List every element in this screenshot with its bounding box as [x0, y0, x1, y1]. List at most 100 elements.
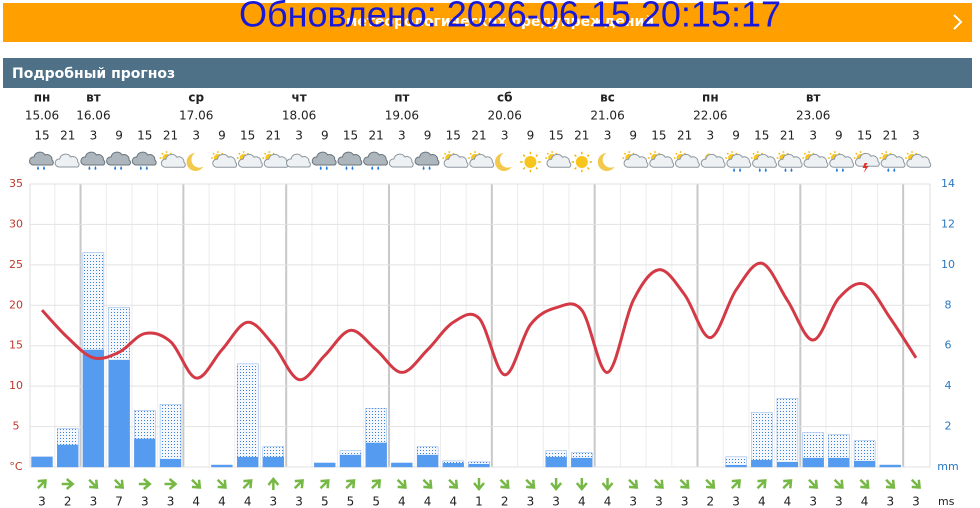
precip-bar — [391, 462, 413, 467]
weather-icon — [131, 151, 157, 170]
hour-label: 15 — [857, 129, 872, 143]
wind-arrow — [859, 478, 870, 489]
weather-icon — [725, 151, 752, 172]
hour-label: 9 — [732, 129, 740, 143]
cloud — [880, 153, 906, 168]
cloud — [80, 151, 106, 166]
y2-tick-label: 12 — [941, 217, 955, 230]
weather-icon — [776, 151, 803, 172]
wind-arrow — [267, 477, 280, 490]
precip-bar — [725, 464, 747, 467]
cloud — [829, 153, 855, 168]
y-tick-label: 30 — [9, 217, 23, 230]
wind-speed: 2 — [707, 495, 715, 508]
weather-icon — [905, 151, 932, 168]
weather-icon — [414, 151, 440, 170]
weather-icon — [750, 151, 777, 172]
wind-arrow — [319, 479, 330, 490]
wind-arrow — [550, 478, 563, 491]
wind-speed: 3 — [90, 495, 98, 508]
precip-max-bar — [236, 363, 259, 468]
day-date: 15.06 — [25, 109, 59, 123]
precip-bar — [237, 456, 259, 467]
sun — [524, 156, 537, 168]
sun — [575, 156, 588, 168]
chevron[interactable] — [953, 14, 963, 30]
rain-drop — [120, 166, 123, 170]
day-date: 17.06 — [179, 109, 213, 123]
hour-label: 21 — [471, 129, 486, 143]
cloud — [106, 151, 131, 166]
hour-label: 9 — [835, 129, 843, 143]
day-name: пт — [394, 91, 409, 105]
wind-speed: 7 — [115, 495, 123, 508]
wind-arrow — [730, 479, 741, 490]
hour-label: 15 — [754, 129, 769, 143]
hour-label: 3 — [398, 129, 406, 143]
hour-label: 15 — [137, 129, 152, 143]
cloud — [388, 153, 414, 168]
temperature-line — [40, 261, 918, 382]
cloud — [777, 153, 803, 168]
rain-drop — [784, 168, 787, 172]
wind-arrow — [808, 478, 819, 489]
sun-ray — [522, 166, 526, 170]
wind-arrow — [473, 478, 485, 491]
day-date: 22.06 — [693, 109, 727, 123]
wind-arrow — [113, 478, 125, 489]
precip-bar — [82, 349, 104, 467]
precip-bar — [879, 464, 901, 467]
rain-drop — [88, 166, 91, 170]
wind-arrow — [679, 478, 690, 489]
hour-label: 3 — [604, 129, 612, 143]
wind-arrow — [499, 478, 510, 489]
sun-ray — [238, 152, 241, 155]
sun-ray — [623, 152, 627, 155]
wind-arrow — [191, 478, 202, 489]
wind-speed: 3 — [552, 495, 560, 508]
wind-speed: 3 — [835, 495, 843, 508]
precip-max-bar — [159, 404, 182, 468]
precip-max-bar — [776, 398, 799, 468]
wind-speed: 5 — [321, 495, 329, 508]
sun-ray — [726, 152, 729, 155]
weather-icon — [363, 151, 388, 170]
precip-bar — [751, 459, 773, 467]
rain-drop — [94, 166, 97, 170]
wind-speed: 4 — [604, 495, 612, 508]
hour-label: 3 — [501, 129, 509, 143]
cloud — [803, 153, 829, 168]
moon — [495, 153, 512, 171]
rain-drop — [351, 166, 354, 170]
wind-arrow — [653, 478, 664, 489]
weather-icon — [262, 151, 289, 168]
header-bar — [3, 58, 972, 88]
wind-arrow — [756, 479, 767, 490]
header-title: Подробный прогноз — [12, 66, 175, 82]
wind-arrow — [782, 479, 793, 490]
wind-speed: 3 — [295, 495, 303, 508]
hour-label: 9 — [115, 129, 123, 143]
wind-speed: 4 — [398, 495, 406, 508]
wind-speed: 4 — [861, 495, 869, 508]
wind-speed: 3 — [655, 495, 663, 508]
wind-speed: 3 — [886, 495, 894, 508]
weather-icon — [286, 153, 311, 168]
day-date: 19.06 — [385, 109, 419, 123]
banner[interactable] — [3, 3, 972, 42]
wind-speed: 4 — [578, 495, 586, 508]
cloud — [443, 153, 469, 168]
wind-speed: 5 — [347, 495, 355, 508]
weather-icon — [442, 151, 469, 168]
rain-drop — [139, 166, 142, 170]
hour-label: 21 — [677, 129, 692, 143]
y2-tick-label: 14 — [941, 177, 955, 190]
precip-bar — [545, 456, 567, 467]
hour-label: 21 — [883, 129, 898, 143]
y-tick-label: °C — [9, 460, 23, 473]
sun-ray — [574, 166, 577, 170]
wind-arrow — [885, 478, 896, 489]
precip-bar — [57, 444, 79, 467]
weather-icon — [597, 153, 615, 171]
rain-drop — [739, 168, 742, 172]
